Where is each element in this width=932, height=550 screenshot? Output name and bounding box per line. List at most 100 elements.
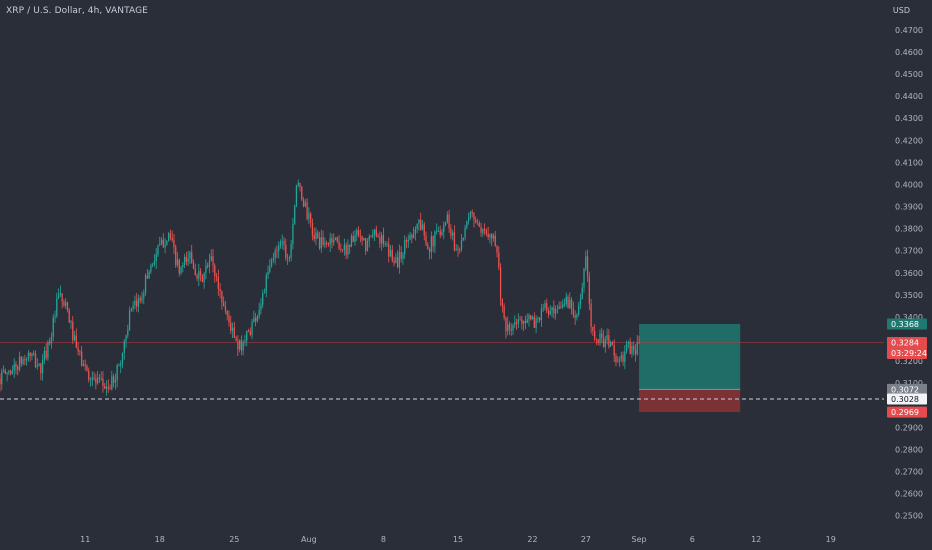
candle — [519, 316, 521, 321]
candle — [496, 244, 498, 258]
candle — [349, 244, 351, 254]
candle — [231, 322, 234, 339]
candle — [491, 232, 493, 247]
candle — [482, 228, 484, 237]
candle — [226, 310, 228, 321]
candle — [70, 320, 72, 329]
candle — [583, 268, 585, 293]
candle — [120, 360, 122, 373]
candle — [523, 320, 525, 331]
candle — [423, 221, 425, 241]
chart-title: XRP / U.S. Dollar, 4h, VANTAGE — [6, 6, 148, 16]
candle — [125, 334, 127, 348]
svg-text:03:29:24: 03:29:24 — [891, 349, 927, 358]
candle — [492, 233, 495, 242]
candle — [476, 218, 479, 226]
candle — [354, 230, 356, 246]
candle — [443, 221, 445, 240]
candle — [609, 340, 612, 348]
candle — [297, 179, 299, 188]
candle — [531, 315, 534, 320]
candle — [230, 315, 232, 335]
candle — [41, 354, 44, 381]
candle — [139, 295, 141, 304]
candle — [565, 292, 567, 307]
candle — [537, 316, 539, 323]
loss-zone[interactable] — [639, 389, 741, 413]
candle — [141, 291, 143, 304]
candle — [622, 351, 624, 366]
candle — [38, 363, 40, 367]
candle — [185, 252, 188, 266]
candle — [254, 312, 257, 327]
candle — [86, 364, 88, 372]
candle — [373, 228, 376, 242]
candle — [601, 327, 603, 344]
price-tick-label: 0.3800 — [895, 225, 923, 234]
candle — [540, 303, 543, 327]
candle — [562, 299, 564, 309]
candle — [214, 263, 216, 283]
candle — [405, 237, 408, 249]
candle — [116, 363, 118, 388]
candle — [633, 341, 635, 356]
price-axis-currency: USD — [892, 6, 910, 15]
candle — [136, 293, 138, 312]
candle — [388, 237, 390, 263]
candle — [489, 233, 491, 244]
candle — [324, 237, 326, 249]
price-tick-label: 0.4400 — [895, 92, 923, 101]
candle — [36, 358, 38, 370]
candle — [189, 250, 191, 264]
price-tick-label: 0.3100 — [895, 379, 923, 388]
candle — [8, 369, 10, 376]
candle — [130, 307, 132, 312]
candle — [1, 368, 3, 391]
candle — [638, 335, 640, 345]
candle — [602, 330, 605, 348]
candle — [59, 285, 61, 297]
candle — [402, 251, 404, 265]
candle — [290, 240, 292, 262]
candle — [66, 301, 69, 313]
candle — [311, 218, 314, 241]
target-price-label: 0.3368 — [887, 318, 927, 330]
candle — [329, 232, 331, 253]
candle — [436, 223, 438, 235]
candle — [310, 211, 312, 228]
price-axis: 0.4700 0.4600 0.4500 0.4400 0.4300 0.4200 0.41… — [895, 26, 923, 521]
candle — [498, 246, 500, 271]
candle — [169, 229, 172, 241]
candle — [109, 384, 111, 390]
candle — [508, 321, 511, 336]
candle — [11, 365, 14, 375]
profit-zone[interactable] — [639, 323, 741, 390]
candle — [336, 236, 338, 244]
candle — [175, 244, 177, 269]
candle — [554, 305, 557, 320]
candle — [276, 245, 278, 258]
candle — [553, 300, 555, 319]
candle — [455, 244, 457, 251]
candle — [265, 272, 267, 298]
candle — [194, 263, 196, 276]
candle — [217, 269, 219, 296]
price-tick-label: 0.2500 — [895, 512, 923, 521]
candle — [439, 225, 441, 239]
candle — [49, 337, 51, 346]
candle — [114, 373, 117, 390]
candle — [2, 365, 5, 373]
candle — [157, 244, 159, 257]
candle — [47, 340, 49, 361]
candle — [219, 282, 221, 299]
candle — [425, 231, 427, 247]
candle — [473, 212, 475, 228]
time-tick-label: Aug — [301, 535, 317, 544]
candle — [462, 237, 464, 242]
candle — [221, 290, 223, 310]
candle — [112, 373, 115, 388]
candle — [203, 272, 205, 289]
